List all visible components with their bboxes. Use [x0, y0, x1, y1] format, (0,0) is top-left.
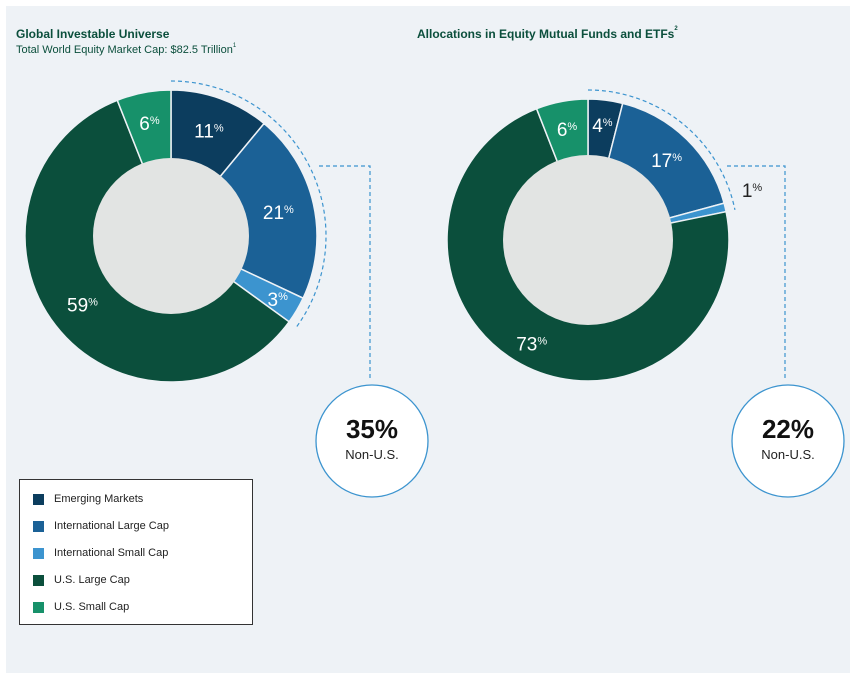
chart-2-callout-label: Non-U.S.: [761, 447, 814, 462]
legend-swatch: [33, 574, 44, 586]
chart-2-callout-connector: [727, 165, 786, 378]
legend-item-emerging-markets: Emerging Markets: [33, 492, 143, 506]
legend-item-international-large-cap: International Large Cap: [33, 519, 169, 533]
legend-label: U.S. Large Cap: [54, 574, 130, 586]
chart-2-label-us-small-cap: 6%: [557, 120, 578, 141]
legend-swatch: [33, 601, 44, 613]
chart-1-donut-hole: [93, 158, 249, 314]
chart-1-label-emerging-markets: 11%: [194, 122, 224, 143]
chart-1-label-us-large-cap: 59%: [67, 296, 98, 317]
legend-item-us-small-cap: U.S. Small Cap: [33, 600, 129, 614]
chart-1-title: Global Investable Universe: [16, 27, 170, 41]
legend-label: International Small Cap: [54, 547, 169, 559]
legend-label: U.S. Small Cap: [54, 601, 130, 613]
chart-1-callout-value: 35%: [346, 414, 398, 444]
chart-1-non-us-bracket: [170, 80, 327, 328]
chart-1-label-international-small-cap: 3%: [268, 290, 289, 311]
chart-2-non-us-bracket: [587, 89, 736, 210]
chart-2-callout-value: 22%: [762, 414, 814, 444]
chart-1-label-international-large-cap: 21%: [263, 203, 294, 224]
chart-2-title: Allocations in Equity Mutual Funds and E…: [417, 26, 678, 41]
chart-2-callout-circle: [731, 384, 845, 498]
legend: Emerging Markets International Large Cap…: [19, 479, 253, 625]
chart-1-callout-circle: [315, 384, 429, 498]
legend-label: International Large Cap: [54, 520, 169, 532]
chart-1-subtitle: Total World Equity Market Cap: $82.5 Tri…: [16, 43, 237, 56]
legend-item-us-large-cap: U.S. Large Cap: [33, 573, 130, 587]
chart-2-label-international-small-cap: 1%: [742, 181, 763, 202]
legend-swatch: [33, 520, 44, 532]
chart-2-label-international-large-cap: 17%: [651, 151, 682, 172]
chart-2-label-emerging-markets: 4%: [592, 116, 613, 137]
legend-label: Emerging Markets: [54, 493, 144, 505]
legend-swatch: [33, 493, 44, 505]
chart-2-label-us-large-cap: 73%: [516, 335, 547, 356]
chart-2-donut-hole: [503, 155, 673, 325]
chart-1-callout-label: Non-U.S.: [345, 447, 398, 462]
legend-item-international-small-cap: International Small Cap: [33, 546, 168, 560]
legend-swatch: [33, 547, 44, 559]
chart-1-callout-connector: [319, 165, 371, 378]
chart-1-label-us-small-cap: 6%: [139, 114, 160, 135]
